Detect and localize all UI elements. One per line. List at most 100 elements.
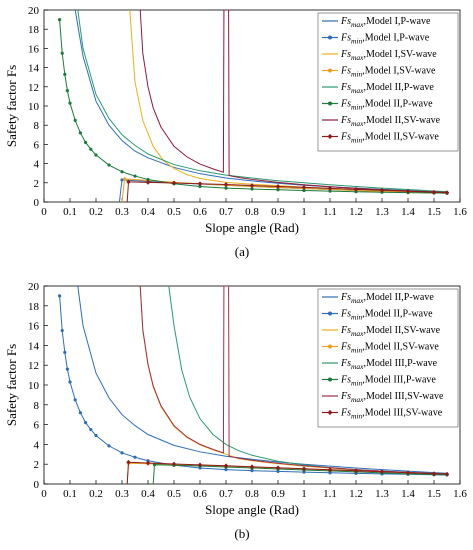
legend-symbol: Fs (340, 391, 351, 402)
y-tick-label: 6 (34, 420, 40, 432)
series-marker (89, 147, 93, 151)
legend-subscript: max (351, 395, 364, 404)
series-marker (89, 427, 93, 432)
series-marker (68, 101, 72, 105)
series-marker (276, 188, 280, 192)
series-marker (275, 184, 281, 189)
x-tick-label: 0.5 (167, 488, 181, 500)
legend-entry: Fsmin,Model II,P-wave (340, 99, 433, 112)
legend-entry: Fsmin,Model I,P-wave (340, 33, 430, 46)
series-marker (171, 461, 177, 467)
series-marker (68, 380, 72, 384)
x-tick-label: 0.1 (63, 488, 77, 500)
subfigure-label: (a) (235, 244, 249, 259)
y-tick-label: 8 (34, 400, 40, 412)
legend-marker (328, 344, 332, 349)
x-tick-label: 0.6 (193, 206, 207, 218)
legend-text: ,Model III,SV-wave (362, 408, 442, 419)
y-tick-label: 12 (28, 360, 39, 372)
series-marker (197, 181, 203, 187)
series-marker (301, 185, 307, 190)
legend-marker (328, 377, 332, 382)
legend-marker (328, 311, 332, 316)
x-tick-label: 0.9 (271, 488, 285, 500)
legend-subscript: min (351, 313, 363, 322)
series-line (139, 286, 448, 475)
legend-box (317, 288, 459, 428)
legend-entry: Fsmax,Model II,SV-wave (340, 115, 441, 128)
x-tick-label: 0.4 (141, 488, 155, 500)
legend-symbol: Fs (340, 33, 351, 44)
series-marker (152, 463, 157, 467)
series-marker (444, 471, 450, 477)
series-marker (328, 189, 332, 193)
legend-text: ,Model I,SV-wave (364, 49, 438, 60)
legend-text: ,Model I,SV-wave (362, 66, 436, 77)
series-marker (133, 174, 137, 178)
series-marker (198, 184, 202, 189)
legend-text: ,Model II,SV-wave (362, 342, 439, 353)
series-marker (223, 182, 229, 187)
legend-text: ,Model I,P-wave (364, 16, 431, 27)
x-tick-label: 0.7 (219, 488, 233, 500)
subfigure-label: (b) (234, 526, 249, 541)
series-marker (126, 179, 131, 185)
series-marker (275, 465, 281, 471)
series-marker (63, 72, 67, 76)
legend-entry: Fsmin,Model II,SV-wave (340, 132, 439, 145)
y-tick-label: 0 (34, 479, 40, 491)
chart-a: 0 0.1 0.2 0.3 0.4 0.5 0.6 0.7 0.8 0.9 1 1.1 1.2 1.3 1.… (4, 5, 467, 259)
legend-symbol: Fs (340, 82, 351, 93)
legend-symbol: Fs (340, 16, 351, 27)
x-tick-label: 1.2 (349, 488, 363, 500)
y-axis-label: Safety factor Fs (4, 344, 19, 426)
x-tick-label: 1.4 (401, 206, 415, 218)
series-marker (123, 177, 127, 181)
x-tick-label: 0.3 (115, 488, 129, 500)
legend-subscript: min (351, 346, 363, 355)
legend-subscript: min (351, 136, 363, 145)
series-marker (276, 469, 280, 474)
series-marker (58, 18, 62, 22)
legend-box (317, 12, 459, 152)
legend-symbol: Fs (340, 358, 351, 369)
series-marker (431, 471, 437, 477)
x-tick-label: 1.5 (427, 206, 441, 218)
y-tick-label: 16 (28, 43, 40, 55)
x-tick-label: 0.2 (89, 488, 103, 500)
series-marker (133, 455, 137, 459)
legend-marker (328, 101, 332, 106)
legend-symbol: Fs (340, 132, 351, 143)
series-marker (60, 328, 64, 333)
series-marker (444, 190, 450, 195)
legend-subscript: max (351, 53, 364, 62)
y-tick-label: 12 (28, 82, 39, 94)
y-tick-label: 20 (28, 5, 40, 17)
legend-entry: Fsmin,Model I,SV-wave (340, 66, 436, 79)
legend-text: ,Model II,P-wave (362, 309, 433, 320)
legend-entry: Fsmin,Model III,P-wave (340, 375, 436, 388)
legend-symbol: Fs (340, 342, 351, 353)
y-tick-label: 4 (34, 439, 40, 451)
series-marker (249, 183, 255, 188)
series-marker (327, 185, 333, 191)
x-tick-label: 1.5 (427, 488, 441, 500)
series-marker (171, 180, 177, 186)
legend-text: ,Model II,SV-wave (364, 115, 441, 126)
legend-text: ,Model I,P-wave (362, 33, 429, 44)
legend-entry: Fsmax,Model II,P-wave (340, 292, 434, 305)
x-tick-label: 0.7 (219, 206, 233, 218)
series-line (59, 295, 448, 476)
x-tick-label: 0.8 (245, 488, 259, 500)
legend-subscript: max (351, 362, 364, 371)
series-line (139, 10, 448, 193)
series-marker (120, 451, 124, 455)
chart-b: 0 0.1 0.2 0.3 0.4 0.5 0.6 0.7 0.8 0.9 1 1.1 1.2 1.3 1.… (4, 281, 467, 541)
series-marker (73, 398, 77, 402)
legend-text: ,Model III,P-wave (362, 375, 436, 386)
y-tick-label: 0 (34, 197, 40, 209)
series-line (59, 19, 448, 194)
legend-subscript: max (351, 20, 364, 29)
x-tick-label: 0.6 (193, 488, 207, 500)
